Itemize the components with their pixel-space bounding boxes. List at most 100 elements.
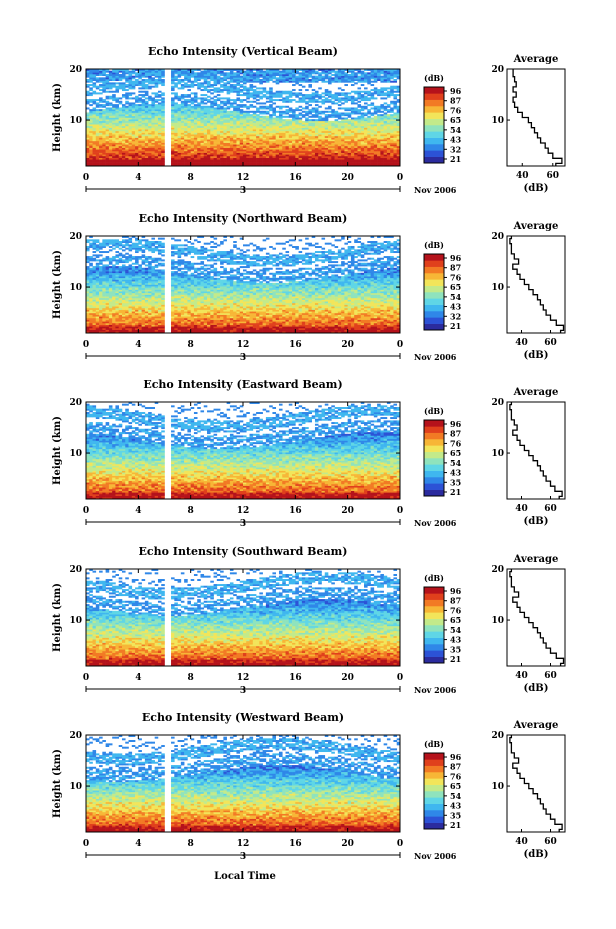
heatmap-cell <box>324 132 329 135</box>
heatmap-cell <box>177 80 182 83</box>
heatmap-cell <box>131 162 136 165</box>
heatmap-cell <box>216 107 221 110</box>
heatmap-cell <box>105 117 110 120</box>
heatmap-cell <box>135 129 139 132</box>
heatmap-cell <box>301 134 306 137</box>
heatmap-cell <box>210 104 214 107</box>
heatmap-cell <box>148 119 152 122</box>
heatmap-cell <box>308 115 312 118</box>
heatmap-cell <box>275 90 280 93</box>
heatmap-cell <box>128 137 133 140</box>
heatmap-cell <box>334 134 339 137</box>
heatmap-cell <box>200 125 205 128</box>
heatmap-cell <box>95 286 100 289</box>
heatmap-cell <box>265 79 270 81</box>
heatmap-cell <box>203 134 208 137</box>
heatmap-cell <box>89 279 93 282</box>
heatmap-cell <box>334 115 339 118</box>
heatmap-cell <box>246 140 250 143</box>
heatmap-cell <box>95 254 100 257</box>
heatmap-cell <box>337 114 342 117</box>
heatmap-cell <box>377 160 381 163</box>
heatmap-cell <box>386 150 391 153</box>
heatmap-cell <box>187 84 191 87</box>
heatmap-cell <box>213 117 218 120</box>
heatmap-cell <box>180 142 185 145</box>
heatmap-cell <box>180 159 185 162</box>
heatmap-cell <box>278 70 283 73</box>
heatmap-cell <box>246 149 250 152</box>
heatmap-cell <box>367 125 371 128</box>
heatmap-cell <box>350 150 355 153</box>
heatmap-cell <box>112 105 116 108</box>
heatmap-cell <box>187 132 191 135</box>
heatmap-cell <box>154 137 159 140</box>
heatmap-cell <box>318 75 322 78</box>
heatmap-cell <box>344 162 348 165</box>
heatmap-cell <box>236 89 241 92</box>
heatmap-cell <box>236 112 241 115</box>
heatmap-cell <box>210 89 214 92</box>
heatmap-cell <box>246 162 250 165</box>
heatmap-cell <box>233 139 237 142</box>
heatmap-cell <box>292 124 296 127</box>
heatmap-cell <box>272 147 277 150</box>
heatmap-cell <box>243 75 247 78</box>
heatmap-cell <box>259 122 263 125</box>
heatmap-cell <box>337 125 342 128</box>
heatmap-cell <box>396 150 401 153</box>
heatmap-cell <box>89 322 93 325</box>
heatmap-cell <box>112 122 116 125</box>
heatmap-cell <box>331 110 335 113</box>
heatmap-cell <box>148 159 152 162</box>
heatmap-cell <box>197 137 201 140</box>
heatmap-cell <box>249 79 254 81</box>
heatmap-cell <box>364 164 368 167</box>
heatmap-cell <box>144 75 149 78</box>
heatmap-cell <box>138 107 142 110</box>
heatmap-cell <box>380 115 384 118</box>
heatmap-cell <box>377 150 381 153</box>
heatmap-cell <box>102 286 106 289</box>
heatmap-cell <box>370 147 375 150</box>
heatmap-cell <box>151 160 155 163</box>
heatmap-cell <box>115 74 120 76</box>
heatmap-cell <box>108 162 113 165</box>
heatmap-cell <box>190 150 195 153</box>
heatmap-cell <box>115 149 120 152</box>
heatmap-cell <box>229 90 234 93</box>
heatmap-cell <box>295 72 299 75</box>
heatmap-cell <box>252 154 257 157</box>
heatmap-cell <box>288 149 293 152</box>
heatmap-cell <box>265 135 270 138</box>
heatmap-cell <box>265 144 270 147</box>
heatmap-cell <box>92 107 97 110</box>
heatmap-cell <box>393 159 398 162</box>
heatmap-cell <box>99 160 103 163</box>
heatmap-cell <box>131 110 136 113</box>
heatmap-cell <box>223 149 227 152</box>
heatmap-cell <box>301 110 306 113</box>
heatmap-cell <box>203 80 208 83</box>
heatmap-cell <box>102 296 106 299</box>
heatmap-cell <box>341 107 345 110</box>
heatmap-cell <box>328 149 332 152</box>
heatmap-cell <box>354 132 358 135</box>
heatmap-cell <box>138 84 142 87</box>
heatmap-cell <box>285 139 290 142</box>
heatmap-cell <box>292 79 296 81</box>
heatmap-cell <box>102 311 106 314</box>
heatmap-cell <box>112 134 116 137</box>
heatmap-cell <box>396 132 401 135</box>
heatmap-cell <box>275 144 280 147</box>
heatmap-cell <box>292 74 296 76</box>
heatmap-cell <box>193 84 198 87</box>
heatmap-cell <box>393 140 398 143</box>
heatmap-cell <box>373 129 378 132</box>
heatmap-cell <box>259 119 263 122</box>
heatmap-cell <box>174 134 178 137</box>
heatmap-cell <box>105 324 110 327</box>
heatmap-cell <box>314 139 319 142</box>
heatmap-cell <box>95 154 100 157</box>
heatmap-cell <box>86 85 90 88</box>
